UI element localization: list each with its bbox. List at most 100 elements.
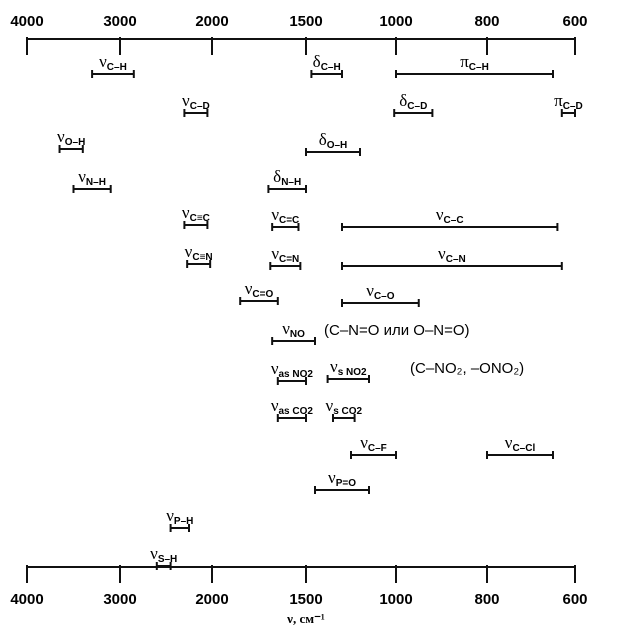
band-δ-O–H: δO–H [305,130,361,156]
band-label: νs CO2 [326,396,363,417]
tick-label: 3000 [103,591,136,608]
band-ν-s-NO2: νs NO2 [326,357,370,383]
band-symbol: ν [505,433,513,452]
band-label: πC–H [460,52,489,73]
band-ν-C≡N: νC≡N [185,242,213,268]
band-ν-C–F: νC–F [350,433,397,459]
band-symbol: δ [273,167,281,186]
band-symbol: ν [166,506,174,525]
band-δ-C–H: δC–H [310,52,343,78]
band-symbol: ν [182,91,190,110]
band-subscript: C–D [190,101,210,112]
band-symbol: ν [271,396,279,415]
band-symbol: ν [271,205,279,224]
band-ν-P=O: νP=O [314,468,370,494]
band-ν-s-CO2: νs CO2 [326,396,363,422]
band-symbol: ν [328,468,336,487]
band-subscript: C–H [469,62,489,73]
band-label: νas NO2 [271,359,314,380]
band-symbol: ν [330,357,338,376]
band-symbol: ν [150,544,158,563]
band-symbol: δ [399,91,407,110]
band-symbol: δ [319,130,327,149]
tick-label: 4000 [10,591,43,608]
tick-label: 4000 [10,13,43,30]
band-ν-C=N: νC=N [269,244,302,270]
band-symbol: ν [436,205,444,224]
band-ν-P–H: νP–H [166,506,193,532]
tick-label: 1500 [289,591,322,608]
band-π-C–D: πC–D [554,91,583,117]
band-symbol: ν [438,244,446,263]
band-ν-S–H: νS–H [150,544,177,570]
tick-label: 800 [474,13,499,30]
band-label: νC–N [438,244,466,265]
band-label: νC=C [271,205,299,226]
tick-label: 3000 [103,13,136,30]
band-ν-C=C: νC=C [271,205,300,231]
note-2: (C–NO₂, –ONO₂) [410,360,524,377]
tick-label: 2000 [195,13,228,30]
band-subscript: NO [290,329,305,340]
band-symbol: ν [271,244,279,263]
band-subscript: C=N [279,254,299,265]
band-ν-C–D: νC–D [182,91,210,117]
band-subscript: s CO2 [333,406,362,417]
band-label: νC–C [436,205,464,226]
band-label: νNO [282,319,305,340]
band-subscript: P=O [336,478,357,489]
band-symbol: π [554,91,563,110]
band-label: νP=O [328,468,356,489]
band-subscript: C=O [252,289,273,300]
band-subscript: N–H [86,177,106,188]
band-subscript: C–N [446,254,466,265]
band-group: νC–H δC–H πC–HνC–D δC–D πC–DνO–H δO–HνN–H δN–H… [57,52,583,570]
band-label: δC–D [399,91,427,112]
band-ν-O–H: νO–H [57,127,85,153]
band-label: νC–H [99,52,127,73]
band-subscript: C–H [321,62,341,73]
band-subscript: C–D [407,101,427,112]
band-label: νC–F [360,433,387,454]
band-label: νN–H [78,167,106,188]
band-ν-C=O: νC=O [239,279,279,305]
band-subscript: C–H [107,62,127,73]
tick-label: 1000 [379,13,412,30]
band-subscript: C–Cl [512,443,535,454]
band-δ-N–H: δN–H [267,167,307,193]
band-subscript: s NO2 [338,367,367,378]
band-label: νC=N [271,244,299,265]
band-label: νs NO2 [330,357,367,378]
band-ν-as-NO2: νas NO2 [271,359,314,385]
band-label: νas CO2 [271,396,314,417]
band-symbol: ν [99,52,107,71]
band-label: νC–O [366,281,394,302]
band-label: νC–D [182,91,210,112]
band-subscript: C=C [279,215,299,226]
band-δ-C–D: δC–D [393,91,434,117]
band-label: νC=O [245,279,274,300]
band-ν-N–H: νN–H [72,167,112,193]
band-label: πC–D [554,91,583,112]
band-symbol: ν [282,319,290,338]
band-symbol: ν [185,242,193,261]
note-1: (C–N=O или O–N=O) [324,322,470,339]
tick-label: 600 [562,13,587,30]
tick-label: 1000 [379,591,412,608]
tick-label: 800 [474,591,499,608]
notes-group: (C–N=O или O–N=O) (C–NO₂, –ONO₂) [324,322,524,377]
band-subscript: C–C [444,215,464,226]
band-label: νO–H [57,127,85,148]
band-label: νC≡C [182,203,210,224]
band-label: δN–H [273,167,301,188]
band-subscript: O–H [65,137,86,148]
band-subscript: O–H [327,140,348,151]
band-ν-NO: νNO [271,319,316,345]
band-subscript: as CO2 [279,406,314,417]
band-symbol: ν [326,396,334,415]
band-subscript: C≡N [192,252,212,263]
tick-label: 2000 [195,591,228,608]
band-symbol: ν [366,281,374,300]
band-subscript: P–H [174,516,193,527]
